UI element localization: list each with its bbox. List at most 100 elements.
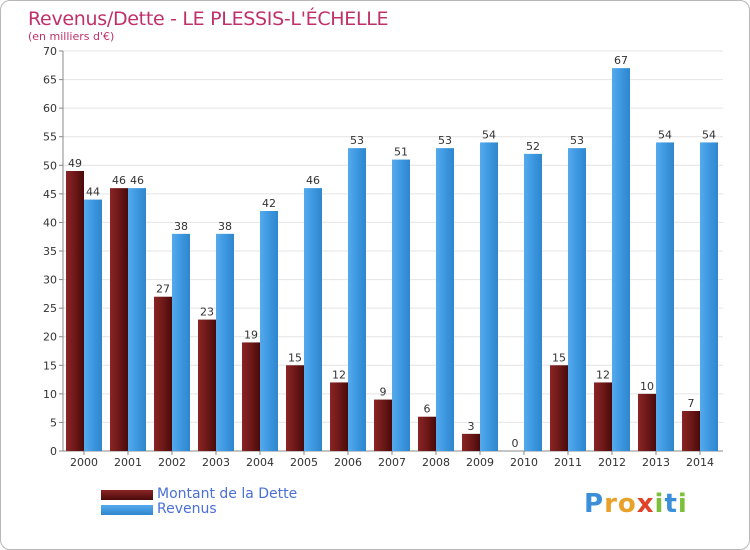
x-tick-label: 2001 [114,456,142,469]
bar-revenue [524,153,542,451]
bar-revenue [84,199,102,451]
value-label-revenue: 38 [174,220,188,233]
bar-revenue [436,148,454,451]
x-tick-label: 2000 [70,456,98,469]
bar-debt [198,319,216,451]
x-tick-label: 2014 [686,456,714,469]
y-tick-label: 30 [43,274,57,287]
bar-revenue [612,68,630,452]
bar-debt [66,171,84,451]
bar-revenue [392,159,410,452]
x-tick-label: 2013 [642,456,670,469]
x-tick-label: 2012 [598,456,626,469]
logo-letter: i [654,489,665,519]
legend-swatch-debt [101,490,153,500]
value-label-revenue: 53 [438,134,452,147]
value-label-revenue: 46 [130,174,144,187]
value-label-revenue: 46 [306,174,320,187]
y-tick-label: 55 [43,131,57,144]
value-label-debt: 7 [688,397,695,410]
bar-revenue [480,142,498,451]
y-tick-label: 15 [43,359,57,372]
bar-revenue [700,142,718,451]
value-label-revenue: 44 [86,186,100,199]
x-tick-label: 2006 [334,456,362,469]
y-tick-label: 5 [50,416,57,429]
y-tick-label: 50 [43,159,57,172]
bar-debt [550,365,568,451]
bar-debt [154,296,172,451]
x-tick-label: 2005 [290,456,318,469]
bar-debt [462,433,480,451]
y-tick-label: 25 [43,302,57,315]
bar-debt [594,382,612,451]
value-label-debt: 46 [112,174,126,187]
proxiti-logo: Proxiti [584,489,688,519]
x-tick-label: 2002 [158,456,186,469]
logo-letter: t [664,489,678,519]
x-tick-label: 2011 [554,456,582,469]
x-tick-label: 2004 [246,456,274,469]
bar-revenue [216,233,234,451]
value-label-revenue: 54 [658,128,672,141]
value-label-debt: 12 [596,368,610,381]
value-label-revenue: 51 [394,146,408,159]
value-label-revenue: 67 [614,54,628,67]
legend-label-revenue: Revenus [157,501,217,517]
logo-letter: P [584,489,605,519]
bar-debt [110,188,128,451]
bar-debt [330,382,348,451]
y-tick-label: 70 [43,45,57,58]
chart-subtitle: (en milliers d'€) [28,30,115,43]
y-tick-label: 0 [50,445,57,458]
value-label-revenue: 54 [702,128,716,141]
bar-debt [682,411,700,451]
bar-revenue [304,188,322,451]
bar-revenue [568,148,586,451]
legend-swatch-revenue [101,505,153,515]
chart-title: Revenus/Dette - LE PLESSIS-L'ÉCHELLE [28,8,389,30]
y-tick-label: 40 [43,216,57,229]
value-label-debt: 10 [640,380,654,393]
value-label-debt: 19 [244,328,258,341]
logo-letter: i [677,489,688,519]
bar-revenue [172,233,190,451]
value-label-debt: 49 [68,157,82,170]
value-label-debt: 15 [552,351,566,364]
y-tick-label: 10 [43,388,57,401]
y-tick-label: 60 [43,102,57,115]
bar-debt [418,416,436,451]
bar-debt [374,399,392,451]
value-label-debt: 12 [332,368,346,381]
value-label-debt: 15 [288,351,302,364]
value-label-revenue: 53 [350,134,364,147]
logo-letter: x [636,489,655,519]
x-tick-label: 2003 [202,456,230,469]
y-tick-label: 65 [43,74,57,87]
x-tick-label: 2008 [422,456,450,469]
bar-debt [286,365,304,451]
x-tick-label: 2010 [510,456,538,469]
bar-revenue [128,188,146,451]
bar-revenue [656,142,674,451]
value-label-revenue: 54 [482,128,496,141]
x-tick-label: 2007 [378,456,406,469]
logo-letter: r [604,489,618,519]
bar-revenue [348,148,366,451]
bar-debt [638,393,656,451]
value-label-revenue: 38 [218,220,232,233]
y-tick-label: 20 [43,331,57,344]
legend-label-debt: Montant de la Dette [157,486,298,502]
y-tick-label: 45 [43,188,57,201]
y-tick-label: 35 [43,245,57,258]
bar-debt [242,342,260,451]
value-label-debt: 27 [156,283,170,296]
value-label-debt: 3 [468,420,475,433]
x-tick-label: 2009 [466,456,494,469]
value-label-debt: 23 [200,306,214,319]
value-label-revenue: 52 [526,140,540,153]
value-label-debt: 9 [380,386,387,399]
value-label-revenue: 53 [570,134,584,147]
